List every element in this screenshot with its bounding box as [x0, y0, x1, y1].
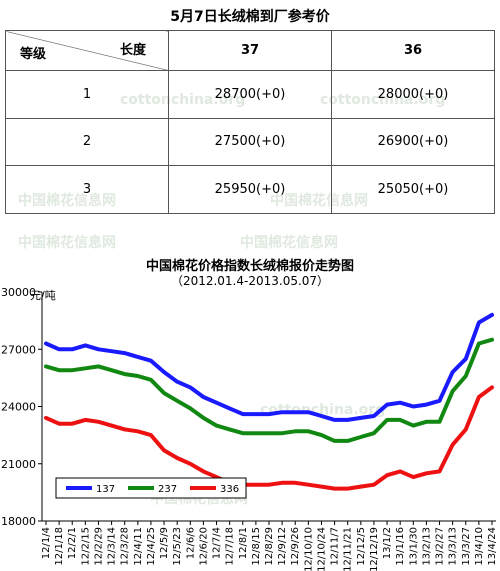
x-tick-label: 12/11/7: [330, 527, 341, 566]
x-tick-label: 12/6/6: [185, 527, 196, 559]
table-corner-header: 等级 长度: [5, 30, 169, 71]
corner-label-length: 长度: [119, 43, 146, 58]
x-tick-label: 12/12/19: [369, 527, 380, 571]
legend-label-137: 137: [96, 484, 115, 495]
price-table: 等级 长度 37 36 1 28700(+0) 28000(+0) 2 2750…: [5, 30, 495, 214]
watermark-cn: 中国棉花信息网: [18, 235, 116, 251]
table-row: 2 27500(+0) 26900(+0): [5, 117, 495, 167]
x-tick-label: 12/9/26: [290, 527, 301, 566]
x-tick-label: 12/7/4: [212, 527, 223, 559]
x-tick-label: 13/2/27: [435, 527, 446, 566]
corner-label-level: 等级: [20, 47, 47, 62]
x-tick-label: 13/1/30: [408, 527, 419, 566]
x-tick-label: 12/3/28: [120, 527, 131, 566]
x-tick-label: 12/4/25: [146, 527, 157, 566]
y-tick-label: 18000: [1, 515, 36, 528]
column-header-37: 37: [168, 30, 332, 71]
x-tick-label: 12/5/9: [159, 527, 170, 559]
legend-label-237: 237: [158, 484, 177, 495]
x-tick-label: 12/12/5: [356, 527, 367, 566]
series-line-137: [44, 312, 494, 422]
x-tick-label: 13/1/2: [382, 527, 393, 559]
y-axis-label: 元/吨: [30, 289, 56, 302]
x-tick-label: 12/2/29: [93, 527, 104, 566]
price-cell: 25950(+0): [168, 165, 332, 214]
table-row: 3 25950(+0) 25050(+0): [5, 165, 495, 214]
chart-subtitle: （2012.01.4-2013.05.07）: [170, 274, 330, 288]
x-tick-label: 12/10/10: [303, 527, 314, 571]
grade-cell: 2: [5, 117, 169, 167]
x-tick-label: 12/8/15: [251, 527, 262, 566]
x-tick-label: 12/1/4: [41, 527, 52, 559]
grade-cell: 3: [5, 165, 169, 214]
chart-title: 中国棉花价格指数长绒棉报价走势图: [145, 259, 354, 274]
x-tick-label: 12/7/18: [225, 527, 236, 566]
legend-label-336: 336: [220, 484, 239, 495]
x-tick-label: 13/4/10: [474, 527, 485, 566]
x-tick-label: 12/1/18: [54, 527, 65, 566]
x-tick-label: 12/2/15: [80, 527, 91, 566]
price-cell: 28000(+0): [331, 70, 495, 119]
price-cell: 26900(+0): [331, 117, 495, 167]
x-tick-label: 13/3/27: [461, 527, 472, 566]
x-tick-label: 13/1/16: [395, 527, 406, 566]
x-tick-label: 12/3/14: [107, 527, 118, 566]
x-tick-label: 12/2/1: [67, 527, 78, 559]
x-tick-label: 12/4/11: [133, 527, 144, 566]
x-tick-label: 12/8/1: [238, 527, 249, 559]
x-tick-label: 12/8/29: [264, 527, 275, 566]
column-header-36: 36: [331, 30, 495, 71]
x-tick-label: 12/9/12: [277, 527, 288, 566]
x-tick-label: 13/4/24: [487, 527, 498, 566]
x-tick-label: 13/3/13: [448, 527, 459, 566]
x-tick-label: 12/6/20: [198, 527, 209, 566]
grade-cell: 1: [5, 70, 169, 119]
x-tick-label: 12/11/21: [343, 527, 354, 571]
y-tick-label: 24000: [1, 401, 36, 414]
y-tick-label: 21000: [1, 458, 36, 471]
series-line-237: [44, 337, 494, 443]
x-tick-label: 12/10/24: [316, 527, 327, 571]
watermark-cn: 中国棉花信息网: [240, 235, 338, 251]
x-tick-label: 13/2/13: [421, 527, 432, 566]
series-line-336: [44, 385, 494, 491]
y-tick-label: 30000: [1, 286, 36, 299]
price-cell: 25050(+0): [331, 165, 495, 214]
x-tick-label: 12/5/23: [172, 527, 183, 566]
table-row: 1 28700(+0) 28000(+0): [5, 70, 495, 119]
table-title: 5月7日长绒棉到厂参考价: [170, 9, 330, 25]
price-cell: 28700(+0): [168, 70, 332, 119]
y-tick-label: 27000: [1, 343, 36, 356]
